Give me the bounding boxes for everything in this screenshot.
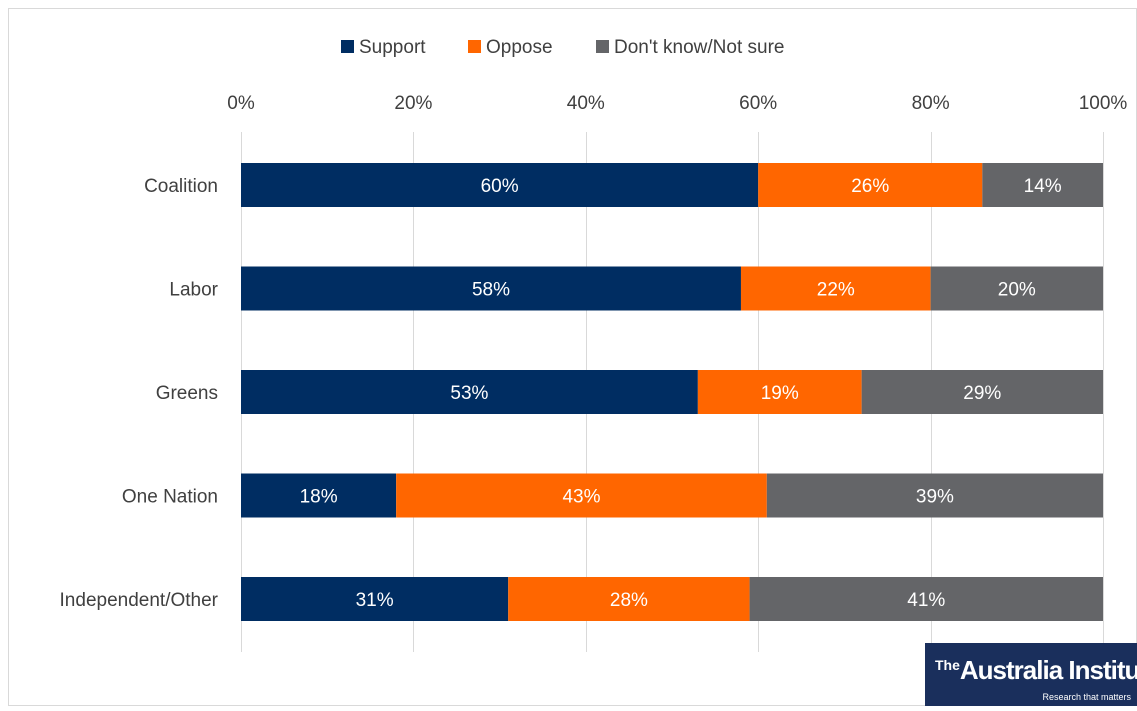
x-tick-label: 0% [227,93,255,114]
legend-label: Support [359,37,426,58]
category-label: Greens [156,383,218,404]
data-label: 22% [817,280,855,301]
category-label: One Nation [122,487,218,508]
category-label: Coalition [144,176,218,197]
logo-the: The [935,657,960,673]
data-label: 60% [481,176,519,197]
logo-wordmark: TheAustralia Institute [935,655,1137,686]
data-label: 41% [907,590,945,611]
legend-swatch [596,40,609,53]
legend-swatch [468,40,481,53]
x-tick-label: 100% [1079,93,1128,114]
data-label: 43% [562,487,600,508]
x-tick-label: 20% [394,93,432,114]
x-tick-label: 80% [912,93,950,114]
data-label: 31% [356,590,394,611]
data-label: 20% [998,280,1036,301]
data-label: 18% [300,487,338,508]
data-label: 14% [1024,176,1062,197]
data-label: 58% [472,280,510,301]
logo-tagline: Research that matters [1042,692,1131,702]
x-tick-label: 60% [739,93,777,114]
data-label: 53% [450,383,488,404]
category-label: Labor [169,280,218,301]
x-tick-label: 40% [567,93,605,114]
data-label: 19% [761,383,799,404]
legend-label: Oppose [486,37,553,58]
data-label: 28% [610,590,648,611]
australia-institute-logo: TheAustralia Institute Research that mat… [925,643,1137,706]
logo-name: Australia Institute [960,655,1137,685]
data-label: 26% [851,176,889,197]
data-label: 29% [963,383,1001,404]
legend-swatch [341,40,354,53]
data-label: 39% [916,487,954,508]
category-label: Independent/Other [60,590,219,611]
legend-label: Don't know/Not sure [614,37,784,58]
